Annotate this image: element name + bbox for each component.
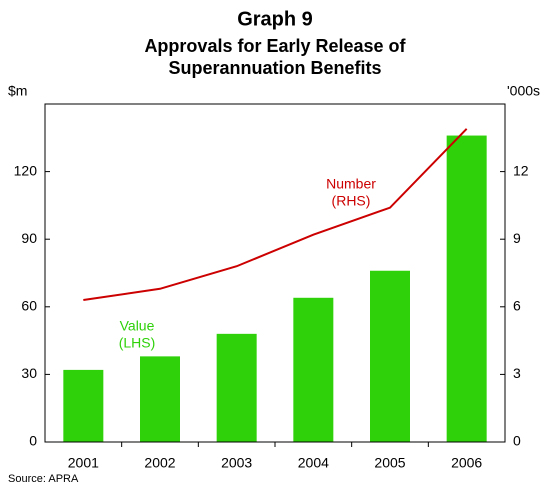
y-axis-label: $m <box>8 83 27 99</box>
y2-tick-label: 0 <box>513 433 521 449</box>
x-tick-label: 2004 <box>298 455 329 471</box>
y2-axis-label: '000s <box>507 83 540 99</box>
bar <box>370 270 410 442</box>
y-tick-label: 120 <box>14 162 38 178</box>
y-tick-label: 0 <box>29 433 37 449</box>
x-tick-label: 2006 <box>451 455 482 471</box>
series-label: (LHS) <box>119 335 156 351</box>
x-tick-label: 2001 <box>68 455 99 471</box>
series-label: Number <box>326 176 376 192</box>
y2-tick-label: 9 <box>513 230 521 246</box>
chart-title: Graph 9 <box>237 8 313 30</box>
chart-subtitle: Approvals for Early Release of <box>144 36 406 56</box>
bar <box>446 135 487 442</box>
y2-tick-label: 6 <box>513 298 521 314</box>
bar <box>140 356 180 442</box>
plot-frame <box>44 103 506 443</box>
x-tick-label: 2005 <box>374 455 405 471</box>
y2-tick-label: 3 <box>513 365 521 381</box>
series-label: (RHS) <box>332 193 371 209</box>
y-tick-label: 90 <box>21 230 37 246</box>
bar <box>293 297 334 442</box>
y-tick-label: 30 <box>21 365 37 381</box>
y-tick-label: 60 <box>21 298 37 314</box>
series-label: Value <box>120 318 155 334</box>
bar <box>63 369 104 442</box>
chart-subtitle: Superannuation Benefits <box>168 58 381 78</box>
source: Source: APRA <box>8 473 79 485</box>
line <box>83 128 468 302</box>
bar <box>216 333 257 442</box>
x-tick-label: 2002 <box>144 455 175 471</box>
x-tick-label: 2003 <box>221 455 252 471</box>
y2-tick-label: 12 <box>513 162 529 178</box>
